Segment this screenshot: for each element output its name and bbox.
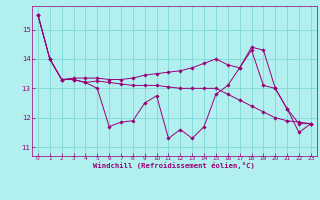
X-axis label: Windchill (Refroidissement éolien,°C): Windchill (Refroidissement éolien,°C) [93, 162, 255, 169]
